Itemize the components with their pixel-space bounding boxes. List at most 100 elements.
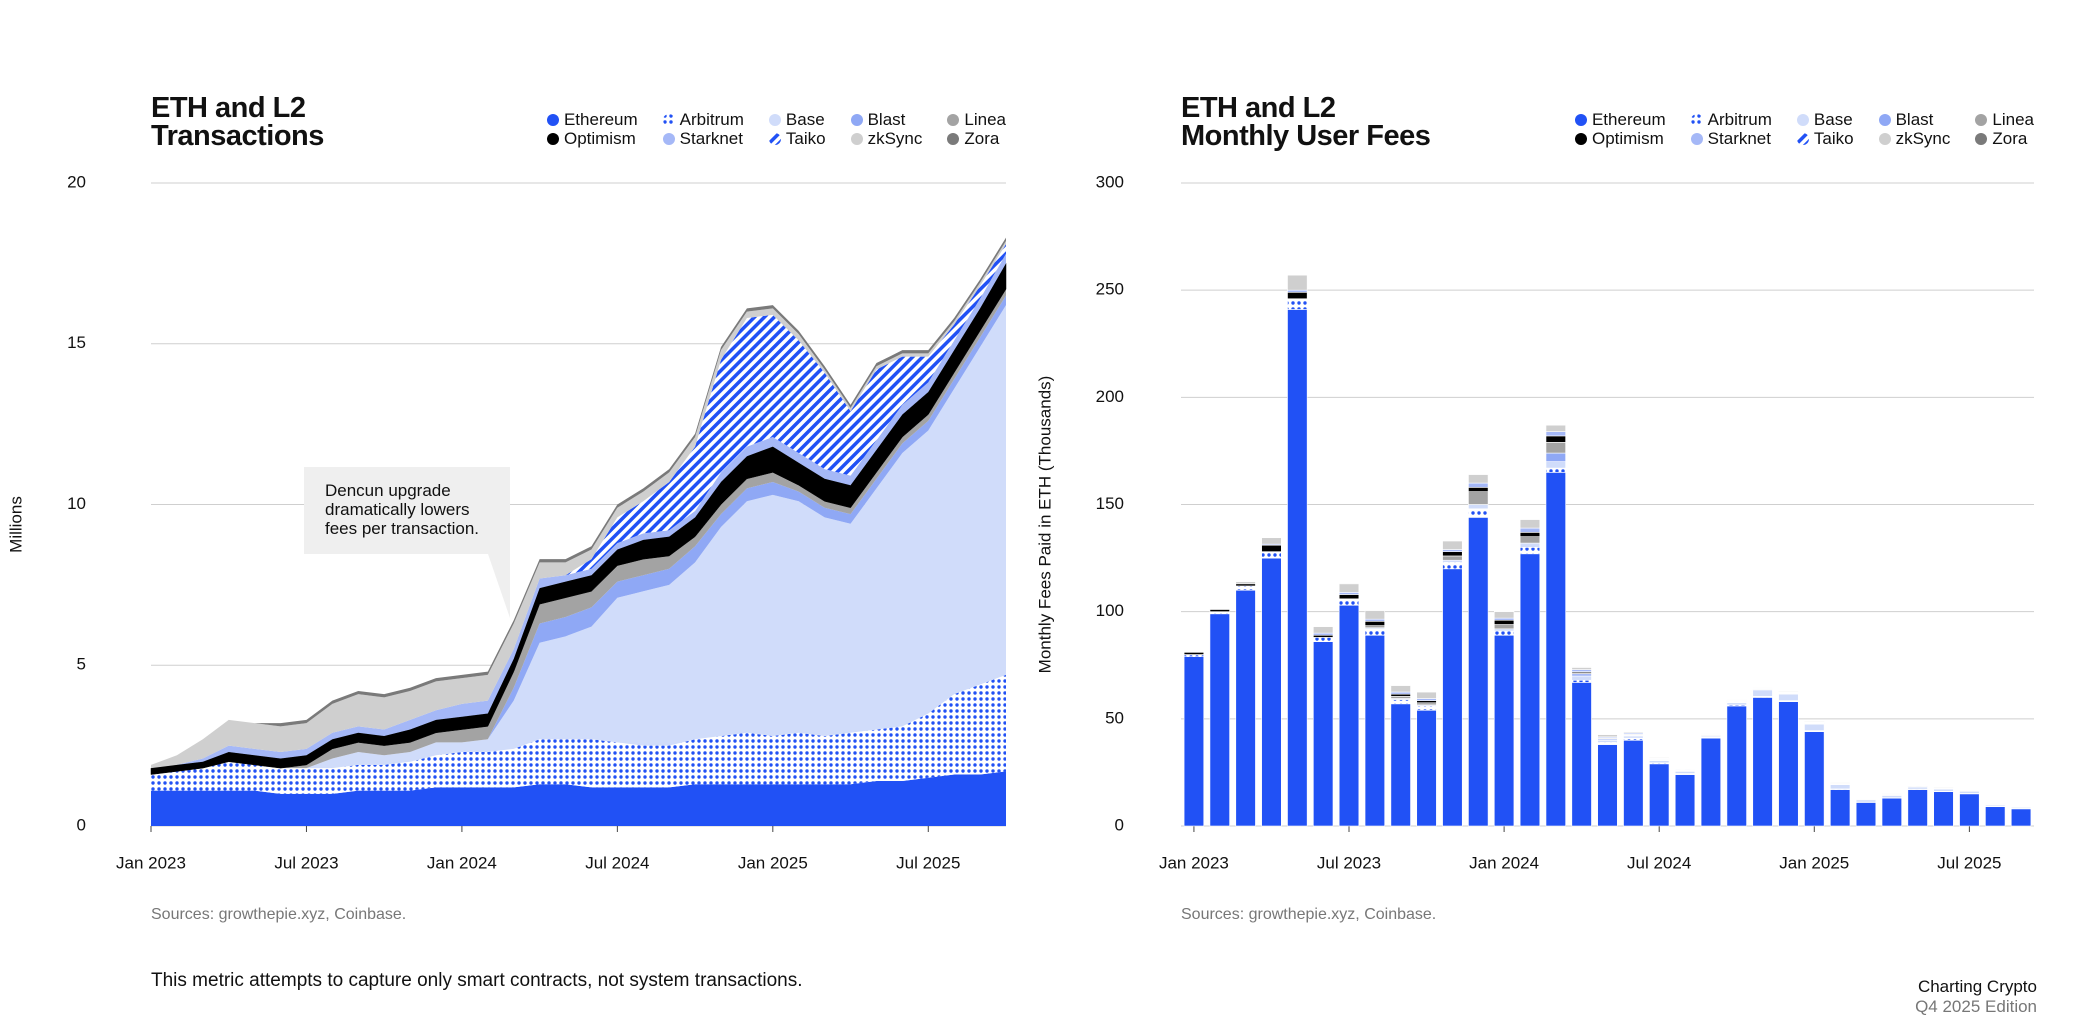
legend-swatch (662, 113, 675, 126)
legend-marker (1975, 113, 1988, 126)
bar-segment (1442, 568, 1463, 827)
bar-segment (1519, 519, 1541, 529)
brand-edition: Q4 2025 Edition (1915, 997, 2037, 1016)
bar-segment (1571, 682, 1592, 827)
bar-segment (1364, 625, 1385, 629)
x-tick-label: Jan 2024 (427, 853, 497, 872)
y-tick-label: 15 (67, 333, 86, 352)
legend-swatch (1878, 132, 1891, 145)
bar-segment (1597, 734, 1618, 738)
legend-label: Zora (964, 129, 1000, 148)
bar-segment (1545, 467, 1566, 473)
legend-marker (546, 132, 559, 145)
legend-item: Zora (946, 129, 1006, 148)
y-tick-label: 0 (1115, 815, 1124, 834)
bar-segment (1881, 797, 1902, 827)
legend-marker (1878, 132, 1891, 145)
bar-segment (1519, 547, 1541, 555)
bar-segment (1313, 626, 1334, 634)
bar-segment (1519, 527, 1541, 533)
x-tick-label: Jul 2024 (1627, 853, 1691, 872)
bar-segment (1261, 551, 1282, 559)
x-tick-label: Jan 2025 (738, 853, 808, 872)
legend-item: Arbitrum (1690, 110, 1772, 129)
legend-label: Arbitrum (679, 110, 744, 129)
bar-segment (1933, 791, 1954, 827)
bar-segment (1597, 739, 1618, 743)
bar-segment (1623, 739, 1644, 827)
bar-segment (1700, 737, 1722, 827)
bar-segment (1338, 604, 1360, 827)
bar-segment (1416, 698, 1437, 701)
legend-label: Zora (1992, 129, 2028, 148)
legend-label: Base (1813, 110, 1853, 129)
legend-item: Taiko (768, 129, 826, 148)
bar-segment (1416, 702, 1437, 706)
legend-label: Starknet (679, 129, 743, 148)
legend-label: Optimism (563, 129, 636, 148)
bar-segment (1493, 624, 1515, 630)
legend-item: Taiko (1796, 129, 1854, 148)
bar-segment (1442, 559, 1463, 563)
bar-segment (1390, 685, 1411, 693)
legend-swatch (850, 132, 863, 145)
bar-segment (1649, 763, 1670, 827)
bar-segment (1674, 771, 1696, 774)
x-tick-label: Jan 2023 (1159, 853, 1229, 872)
bar-segment (1338, 598, 1360, 606)
legend: Ethereum Arbitrum Base Blast Linea Optimism St… (546, 110, 1006, 148)
brand-name: Charting Crypto (1917, 977, 2037, 996)
legend-marker (768, 113, 781, 126)
y-tick-label: 20 (67, 172, 86, 191)
bar-segment (1778, 701, 1799, 827)
bar-segment (1519, 536, 1541, 544)
bar-segment (1493, 617, 1515, 621)
legend-label: Taiko (785, 129, 826, 148)
bar-segment (1261, 557, 1282, 827)
area (151, 674, 1006, 794)
legend-label: Blast (867, 110, 906, 129)
area (151, 771, 1006, 826)
legend-label: Starknet (1707, 129, 1771, 148)
legend-label: Blast (1895, 110, 1934, 129)
bar-segment (1752, 689, 1773, 697)
bar-segment (1881, 795, 1902, 799)
bar-segment (1468, 474, 1489, 484)
bar-segment (1287, 309, 1308, 827)
legend-label: Optimism (1591, 129, 1664, 148)
y-tick-label: 10 (67, 494, 86, 513)
legend-label: Base (785, 110, 825, 129)
legend-swatch (1796, 113, 1809, 126)
bar-segment (1364, 610, 1385, 620)
legend-marker (768, 132, 781, 145)
bar-segment (1442, 555, 1463, 561)
legend-swatch (546, 113, 559, 126)
bar-segment (1390, 696, 1411, 699)
x-tick-label: Jul 2023 (1317, 853, 1381, 872)
brand: Charting Crypto Q4 2025 Edition (1915, 977, 2037, 1017)
legend-label: Ethereum (563, 110, 638, 129)
legend-marker (850, 132, 863, 145)
legend-label: Taiko (1813, 129, 1854, 148)
y-tick-label: 200 (1096, 387, 1124, 406)
legend-marker (850, 113, 863, 126)
legend-swatch (1878, 113, 1891, 126)
legend-swatch (768, 132, 781, 145)
legend-item: Optimism (1574, 129, 1666, 148)
bar-segment (1261, 537, 1282, 545)
legend-marker (1796, 132, 1809, 145)
bar-segment (1493, 628, 1515, 632)
x-tick-label: Jul 2023 (274, 853, 338, 872)
legend-item: Ethereum (1574, 110, 1666, 129)
bar-segment (1468, 517, 1489, 827)
bar-segment (1313, 637, 1334, 642)
bar-segment (1519, 542, 1541, 548)
bar-segment (1545, 431, 1566, 437)
legend-marker (1690, 132, 1703, 145)
bar-segment (1338, 583, 1360, 593)
bar-segment (1959, 793, 1980, 827)
bar-segment (1390, 693, 1411, 697)
bar-segment (1209, 613, 1230, 827)
legend-marker (947, 132, 960, 145)
